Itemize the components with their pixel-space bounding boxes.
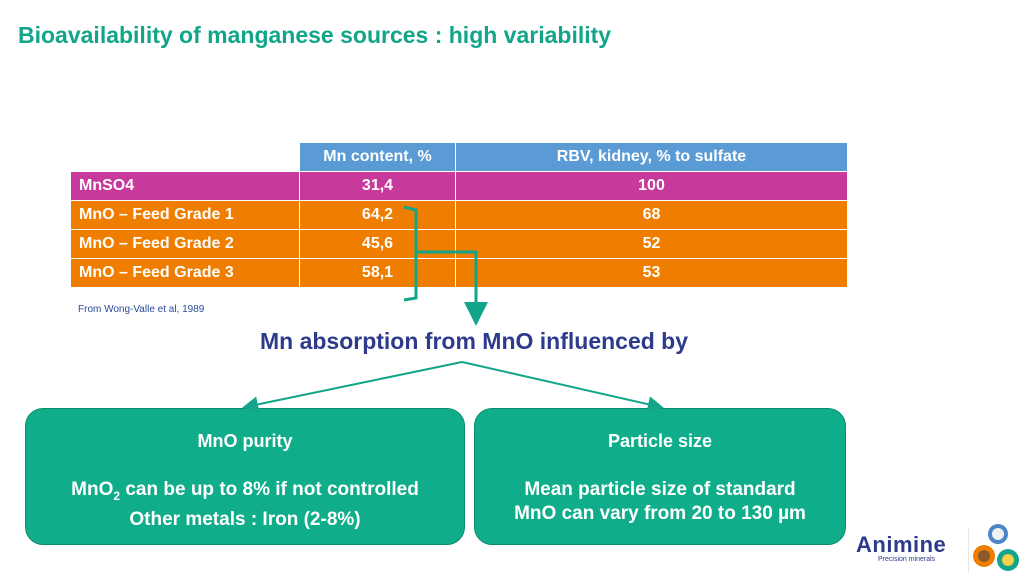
table-row: MnO – Feed Grade 1 64,2 68 <box>70 200 848 230</box>
box-title: Particle size <box>607 431 713 451</box>
box-line: Mean particle size of standard <box>524 479 796 500</box>
box-line-pre: MnO <box>71 479 114 500</box>
mn-content-value: 31,4 <box>299 171 456 201</box>
header-rbv: RBV, kidney, % to sulfate <box>455 142 848 172</box>
box-line: MnO2 can be up to 8% if not controlled <box>26 478 464 508</box>
table-row: MnSO4 31,4 100 <box>70 171 848 201</box>
box-line-subscript: 2 <box>113 488 121 503</box>
header-empty-cell <box>70 142 300 172</box>
rbv-value: 52 <box>455 229 848 259</box>
bioavailability-table: Mn content, % RBV, kidney, % to sulfate … <box>70 142 848 288</box>
header-mn-content: Mn content, % <box>299 142 456 172</box>
table-header-row: Mn content, % RBV, kidney, % to sulfate <box>70 142 848 172</box>
box-line-post: can be up to 8% if not controlled <box>120 479 419 500</box>
logo-name: Animine <box>856 532 947 557</box>
row-label: MnO – Feed Grade 3 <box>70 258 300 288</box>
arrow-right <box>461 361 664 413</box>
animal-mascots-icon <box>968 524 1019 572</box>
box-title: MnO purity <box>197 431 293 451</box>
bracket-left <box>403 205 418 302</box>
row-label: MnO – Feed Grade 1 <box>70 200 300 230</box>
mno-purity-box: MnO purity MnO2 can be up to 8% if not c… <box>25 408 465 545</box>
particle-size-box: Particle size Mean particle size of stan… <box>474 408 846 545</box>
logo-tagline: Precision minerals <box>878 556 936 563</box>
arrow-left <box>242 361 463 413</box>
box-line: MnO can vary from 20 to 130 µm <box>514 503 806 524</box>
mn-content-value: 58,1 <box>299 258 456 288</box>
table-row: MnO – Feed Grade 3 58,1 53 <box>70 258 848 288</box>
bracket-arrow <box>416 250 488 326</box>
rbv-value: 100 <box>455 171 848 201</box>
rbv-value: 53 <box>455 258 848 288</box>
slide-title: Bioavailability of manganese sources : h… <box>18 22 612 48</box>
row-label: MnSO4 <box>70 171 300 201</box>
row-label: MnO – Feed Grade 2 <box>70 229 300 259</box>
table-row: MnO – Feed Grade 2 45,6 52 <box>70 229 848 259</box>
animine-logo: Animine Precision minerals <box>856 532 947 563</box>
box-line: Other metals : Iron (2-8%) <box>129 508 361 530</box>
source-citation: From Wong-Valle et al, 1989 <box>78 304 205 315</box>
subtitle: Mn absorption from MnO influenced by <box>259 328 689 354</box>
